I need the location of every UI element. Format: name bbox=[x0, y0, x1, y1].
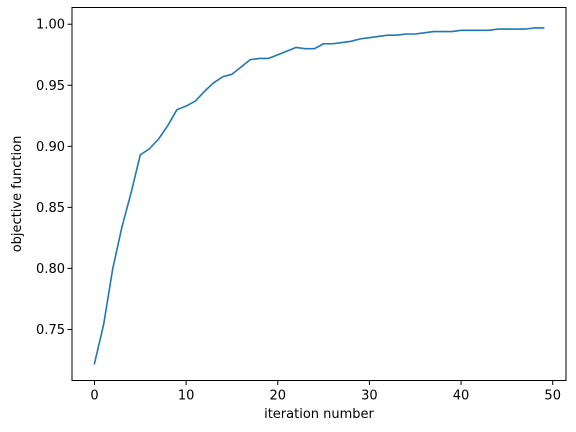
x-tick-label: 40 bbox=[453, 389, 470, 404]
plot-frame bbox=[71, 7, 567, 381]
x-axis-ticks: 0 10 20 30 40 50 bbox=[90, 380, 561, 404]
y-tick-label: 0.85 bbox=[36, 201, 65, 216]
x-tick-label: 20 bbox=[269, 389, 286, 404]
x-tick-label: 10 bbox=[178, 389, 195, 404]
x-axis-label: iteration number bbox=[264, 407, 374, 422]
x-tick-label: 50 bbox=[544, 389, 561, 404]
y-tick-label: 0.75 bbox=[36, 323, 65, 338]
series-line-0 bbox=[93, 27, 545, 365]
plot-area bbox=[71, 7, 567, 381]
y-tick-label: 0.90 bbox=[36, 140, 65, 155]
y-tick-label: 0.95 bbox=[36, 79, 65, 94]
y-tick-label: 0.80 bbox=[36, 262, 65, 277]
y-axis-ticks: 0.75 0.80 0.85 0.90 0.95 1.00 bbox=[36, 18, 72, 338]
series-layer bbox=[93, 27, 545, 365]
y-tick-label: 1.00 bbox=[36, 18, 65, 33]
x-tick-label: 30 bbox=[361, 389, 378, 404]
x-tick-label: 0 bbox=[90, 389, 98, 404]
y-axis-label: objective function bbox=[10, 136, 25, 253]
